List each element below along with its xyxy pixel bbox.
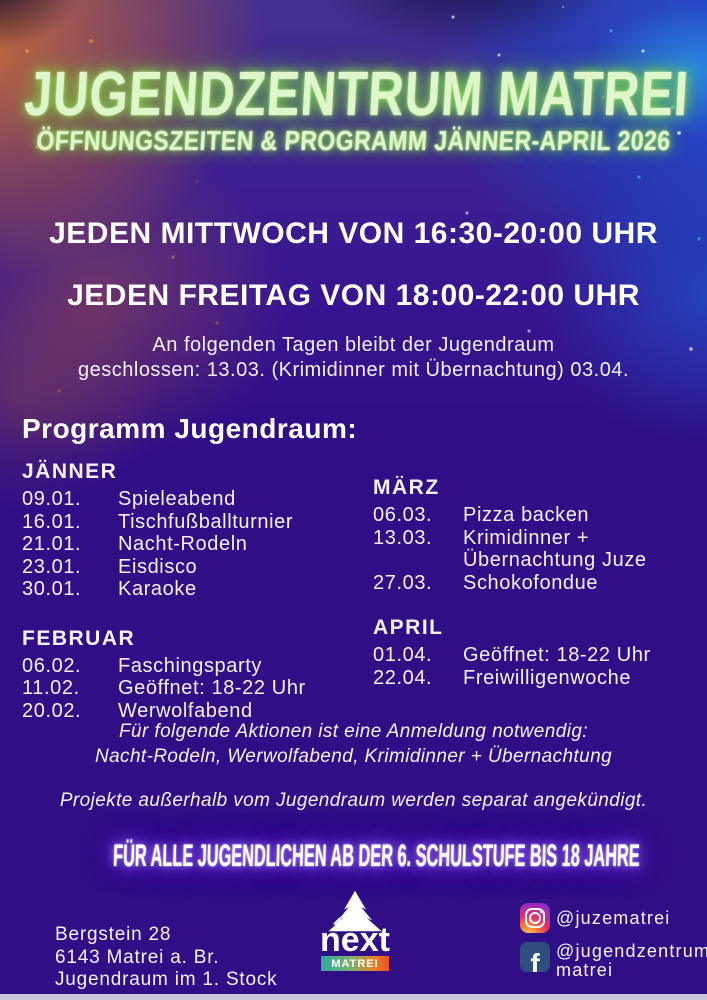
opening-hours-wednesday: JEDEN MITTWOCH VON 16:30-20:00 UHR [49,217,658,250]
month-name: JÄNNER [22,460,118,483]
program-event: 16.01. Tischfußballturnier [22,511,357,534]
event-label: Nacht-Rodeln [118,533,248,555]
instagram-handle: @juzematrei [556,907,671,928]
logo-region-label: MATREI [331,957,379,970]
next-matrei-logo: next MATREI [315,889,395,971]
program-event: 21.01. Nacht-Rodeln [22,533,357,556]
mountain-icon [328,890,382,932]
event-label: Freiwilligenwoche [463,666,632,689]
event-date: 21.01. [22,533,82,555]
registration-note-line2: Nacht-Rodeln, Werwolfabend, Krimidinner … [94,745,613,767]
event-label: Karaoke [118,578,197,600]
program-event: 23.01. Eisdisco [22,556,357,579]
event-date: 20.02. [22,699,82,722]
logo-region-bar: MATREI [321,956,389,971]
program-event: 01.04. Geöffnet: 18-22 Uhr [373,644,698,667]
event-label: Krimidinner + Übernachtung Juze [463,527,647,572]
registration-note-line1: Für folgende Aktionen ist eine Anmeldung… [119,721,588,742]
address-floor: Jugendraum im 1. Stock [55,969,278,990]
month-name: MÄRZ [373,476,440,499]
program-heading: Programm Jugendraum: [22,413,358,444]
event-label-line2: Übernachtung Juze [463,549,647,571]
event-label: Faschingsparty [118,654,263,677]
event-label: Tischfußballturnier [118,510,294,533]
facebook-icon: f [520,942,550,972]
event-date: 11.02. [22,677,80,699]
month-name: APRIL [373,616,444,639]
age-banner: FÜR ALLE JUGENDLICHEN AB DER 6. SCHULSTU… [112,838,641,874]
instagram-row: @juzematrei [520,903,707,933]
bottom-strip [0,994,707,1000]
address-street: Bergstein 28 [55,924,172,945]
month-jaenner: JÄNNER 09.01. Spieleabend 16.01. Tischfu… [22,460,357,601]
cyan-stars-decoration [0,0,2,2]
program-event: 06.02. Faschingsparty [22,655,357,678]
month-maerz: MÄRZ 06.03. Pizza backen 13.03. Krimidin… [373,476,698,594]
event-date: 09.01. [22,488,82,510]
program-column-left: JÄNNER 09.01. Spieleabend 16.01. Tischfu… [22,460,357,722]
facebook-handle: @jugendzentrum matrei [556,942,707,980]
program-column-right: MÄRZ 06.03. Pizza backen 13.03. Krimidin… [373,476,698,689]
facebook-handle-line2: matrei [556,960,614,980]
logo-name: next [320,921,390,959]
event-date: 22.04. [373,666,433,689]
program-event: 27.03. Schokofondue [373,572,698,595]
address-block: Bergstein 28 6143 Matrei a. Br. Jugendra… [55,924,277,992]
event-label-line1: Krimidinner + [463,526,590,549]
program-event: 30.01. Karaoke [22,578,357,601]
event-date: 06.02. [22,654,82,677]
facebook-row: f @jugendzentrum matrei [520,942,707,980]
event-label: Eisdisco [118,555,198,578]
event-date: 13.03. [373,526,433,549]
program-event: 11.02. Geöffnet: 18-22 Uhr [22,677,357,700]
event-label: Geöffnet: 18-22 Uhr [118,677,306,699]
event-date: 30.01. [22,578,82,600]
social-links: @juzematrei f @jugendzentrum matrei [520,903,707,989]
event-date: 16.01. [22,510,82,533]
event-label: Werwolfabend [118,699,253,722]
facebook-handle-line1: @jugendzentrum [556,941,707,961]
event-date: 23.01. [22,555,82,578]
camera-glyph [525,908,545,928]
opening-hours-friday: JEDEN FREITAG VON 18:00-22:00 UHR [67,279,640,312]
projects-note: Projekte außerhalb vom Jugendraum werden… [59,790,648,811]
event-date: 01.04. [373,644,433,666]
closed-notice-line2: geschlossen: 13.03. (Krimidinner mit Übe… [78,359,629,381]
closed-notice-line1: An folgenden Tagen bleibt der Jugendraum [152,334,555,356]
page-subtitle: ÖFFNUNGSZEITEN & PROGRAMM JÄNNER-APRIL 2… [35,125,672,157]
closed-notice: An folgenden Tagen bleibt der Jugendraum… [0,333,707,383]
program-event: 13.03. Krimidinner + Übernachtung Juze [373,527,698,572]
program-event: 09.01. Spieleabend [22,488,357,511]
month-name: FEBRUAR [22,626,136,650]
event-date: 27.03. [373,571,433,594]
registration-note: Für folgende Aktionen ist eine Anmeldung… [0,720,707,769]
program-event: 06.03. Pizza backen [373,504,698,527]
month-april: APRIL 01.04. Geöffnet: 18-22 Uhr 22.04. … [373,616,698,689]
event-label: Pizza backen [463,504,590,526]
page-title: JUGENDZENTRUM MATREI [22,59,691,129]
month-februar: FEBRUAR 06.02. Faschingsparty 11.02. Geö… [22,627,357,723]
program-event: 20.02. Werwolfabend [22,700,357,723]
address-city: 6143 Matrei a. Br. [55,946,220,968]
facebook-f-glyph: f [530,948,540,973]
event-label: Schokofondue [463,571,599,594]
program-event: 22.04. Freiwilligenwoche [373,667,698,690]
event-date: 06.03. [373,504,433,526]
event-label: Spieleabend [118,488,236,510]
instagram-icon [520,903,550,933]
event-label: Geöffnet: 18-22 Uhr [463,644,651,666]
